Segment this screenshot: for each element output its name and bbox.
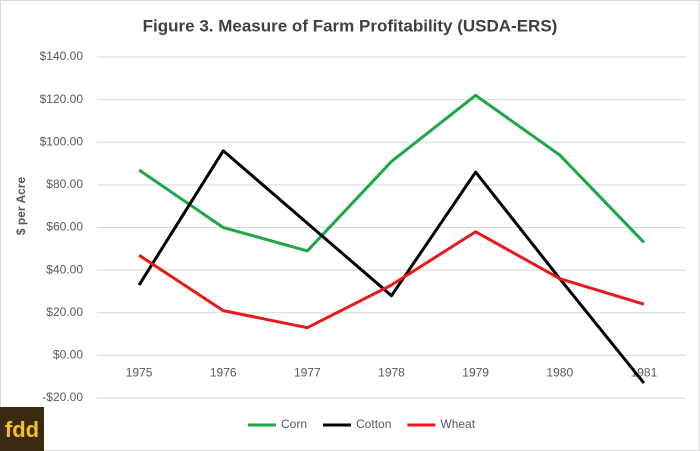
y-tick-label: $20.00: [46, 305, 83, 319]
y-axis-label: $ per Acre: [14, 177, 28, 236]
legend-label: Cotton: [356, 417, 391, 431]
legend-label: Wheat: [440, 417, 475, 431]
y-tick-label: $140.00: [40, 49, 84, 63]
y-tick-label: $40.00: [46, 262, 83, 276]
y-tick-label: -$20.00: [42, 390, 83, 404]
y-tick-label: $0.00: [53, 348, 83, 362]
series-line: [138, 230, 645, 330]
y-tick-label: $120.00: [40, 92, 84, 106]
y-tick-label: $100.00: [40, 134, 84, 148]
y-tick-label: $80.00: [46, 177, 83, 191]
logo-box: [0, 407, 44, 451]
x-tick-label: 1976: [210, 366, 237, 380]
chart-title: Figure 3. Measure of Farm Profitability …: [143, 16, 558, 35]
x-tick-label: 1978: [378, 366, 405, 380]
y-tick-label: $60.00: [46, 220, 83, 234]
x-tick-label: 1979: [462, 366, 489, 380]
x-tick-label: 1977: [294, 366, 321, 380]
series-line: [138, 93, 646, 253]
x-tick-label: 1975: [126, 366, 153, 380]
logo: fdd: [5, 417, 39, 442]
legend-label: Corn: [281, 417, 307, 431]
x-tick-label: 1980: [546, 366, 573, 380]
